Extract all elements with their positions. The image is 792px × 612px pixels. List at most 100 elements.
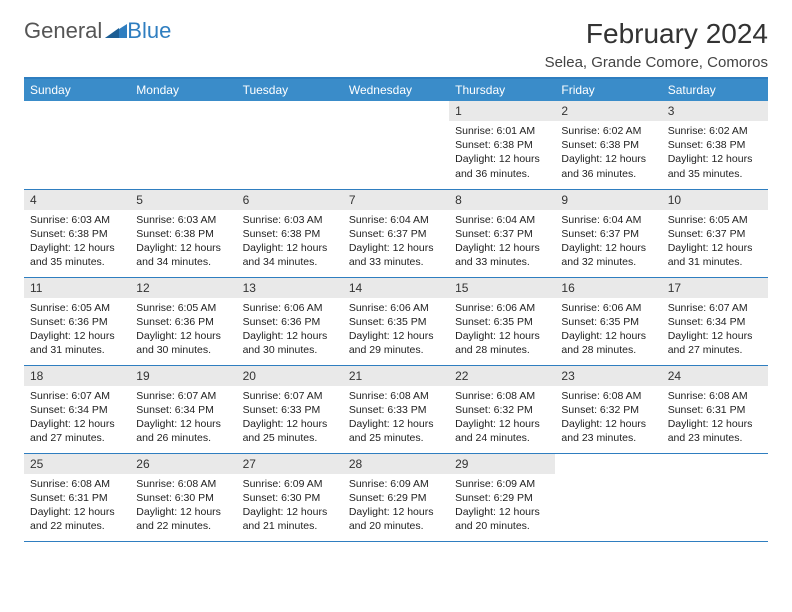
weekday-header: Sunday xyxy=(24,78,130,101)
day-details: Sunrise: 6:06 AMSunset: 6:35 PMDaylight:… xyxy=(449,298,555,361)
brand-part2: Blue xyxy=(127,18,171,44)
daylight-line: Daylight: 12 hours and 32 minutes. xyxy=(561,241,655,269)
sunrise-line: Sunrise: 6:03 AM xyxy=(30,213,124,227)
calendar-cell: 3Sunrise: 6:02 AMSunset: 6:38 PMDaylight… xyxy=(662,101,768,189)
daylight-line: Daylight: 12 hours and 23 minutes. xyxy=(561,417,655,445)
day-number: 28 xyxy=(343,454,449,474)
calendar-cell: 22Sunrise: 6:08 AMSunset: 6:32 PMDayligh… xyxy=(449,365,555,453)
calendar-cell: 29Sunrise: 6:09 AMSunset: 6:29 PMDayligh… xyxy=(449,453,555,541)
sunset-line: Sunset: 6:36 PM xyxy=(136,315,230,329)
sunset-line: Sunset: 6:37 PM xyxy=(561,227,655,241)
day-details: Sunrise: 6:05 AMSunset: 6:36 PMDaylight:… xyxy=(24,298,130,361)
day-number: 26 xyxy=(130,454,236,474)
sunrise-line: Sunrise: 6:05 AM xyxy=(136,301,230,315)
brand-part1: General xyxy=(24,18,102,44)
sunset-line: Sunset: 6:35 PM xyxy=(561,315,655,329)
sunset-line: Sunset: 6:38 PM xyxy=(243,227,337,241)
sunrise-line: Sunrise: 6:09 AM xyxy=(243,477,337,491)
calendar-cell: 28Sunrise: 6:09 AMSunset: 6:29 PMDayligh… xyxy=(343,453,449,541)
calendar-table: SundayMondayTuesdayWednesdayThursdayFrid… xyxy=(24,77,768,542)
day-details: Sunrise: 6:02 AMSunset: 6:38 PMDaylight:… xyxy=(662,121,768,184)
daylight-line: Daylight: 12 hours and 25 minutes. xyxy=(349,417,443,445)
day-details: Sunrise: 6:08 AMSunset: 6:32 PMDaylight:… xyxy=(555,386,661,449)
daylight-line: Daylight: 12 hours and 36 minutes. xyxy=(561,152,655,180)
day-number: 22 xyxy=(449,366,555,386)
day-details: Sunrise: 6:07 AMSunset: 6:34 PMDaylight:… xyxy=(662,298,768,361)
month-title: February 2024 xyxy=(545,18,768,50)
sunrise-line: Sunrise: 6:06 AM xyxy=(561,301,655,315)
day-details: Sunrise: 6:08 AMSunset: 6:31 PMDaylight:… xyxy=(24,474,130,537)
sunset-line: Sunset: 6:37 PM xyxy=(349,227,443,241)
calendar-cell: 25Sunrise: 6:08 AMSunset: 6:31 PMDayligh… xyxy=(24,453,130,541)
sunset-line: Sunset: 6:30 PM xyxy=(136,491,230,505)
sunrise-line: Sunrise: 6:02 AM xyxy=(561,124,655,138)
weekday-header: Friday xyxy=(555,78,661,101)
daylight-line: Daylight: 12 hours and 22 minutes. xyxy=(136,505,230,533)
calendar-cell: 11Sunrise: 6:05 AMSunset: 6:36 PMDayligh… xyxy=(24,277,130,365)
day-number: 2 xyxy=(555,101,661,121)
calendar-cell: 10Sunrise: 6:05 AMSunset: 6:37 PMDayligh… xyxy=(662,189,768,277)
calendar-cell: 18Sunrise: 6:07 AMSunset: 6:34 PMDayligh… xyxy=(24,365,130,453)
sunset-line: Sunset: 6:38 PM xyxy=(455,138,549,152)
calendar-cell: 13Sunrise: 6:06 AMSunset: 6:36 PMDayligh… xyxy=(237,277,343,365)
calendar-cell: 24Sunrise: 6:08 AMSunset: 6:31 PMDayligh… xyxy=(662,365,768,453)
sunset-line: Sunset: 6:29 PM xyxy=(349,491,443,505)
day-details: Sunrise: 6:03 AMSunset: 6:38 PMDaylight:… xyxy=(24,210,130,273)
sunset-line: Sunset: 6:30 PM xyxy=(243,491,337,505)
sunrise-line: Sunrise: 6:07 AM xyxy=(243,389,337,403)
day-number: 21 xyxy=(343,366,449,386)
sunset-line: Sunset: 6:36 PM xyxy=(243,315,337,329)
day-details: Sunrise: 6:03 AMSunset: 6:38 PMDaylight:… xyxy=(130,210,236,273)
brand-mark-icon xyxy=(105,18,127,44)
sunset-line: Sunset: 6:34 PM xyxy=(30,403,124,417)
sunset-line: Sunset: 6:31 PM xyxy=(30,491,124,505)
day-details: Sunrise: 6:08 AMSunset: 6:33 PMDaylight:… xyxy=(343,386,449,449)
calendar-cell xyxy=(343,101,449,189)
sunset-line: Sunset: 6:31 PM xyxy=(668,403,762,417)
day-number: 7 xyxy=(343,190,449,210)
daylight-line: Daylight: 12 hours and 33 minutes. xyxy=(455,241,549,269)
day-details: Sunrise: 6:04 AMSunset: 6:37 PMDaylight:… xyxy=(343,210,449,273)
calendar-cell: 12Sunrise: 6:05 AMSunset: 6:36 PMDayligh… xyxy=(130,277,236,365)
calendar-cell xyxy=(237,101,343,189)
sunset-line: Sunset: 6:32 PM xyxy=(561,403,655,417)
sunrise-line: Sunrise: 6:06 AM xyxy=(455,301,549,315)
day-number: 11 xyxy=(24,278,130,298)
day-number: 10 xyxy=(662,190,768,210)
weekday-header: Wednesday xyxy=(343,78,449,101)
daylight-line: Daylight: 12 hours and 22 minutes. xyxy=(30,505,124,533)
day-number: 24 xyxy=(662,366,768,386)
day-number: 1 xyxy=(449,101,555,121)
weekday-header: Saturday xyxy=(662,78,768,101)
day-number: 8 xyxy=(449,190,555,210)
sunrise-line: Sunrise: 6:06 AM xyxy=(243,301,337,315)
calendar-cell xyxy=(555,453,661,541)
day-number: 4 xyxy=(24,190,130,210)
calendar-cell: 1Sunrise: 6:01 AMSunset: 6:38 PMDaylight… xyxy=(449,101,555,189)
day-details: Sunrise: 6:06 AMSunset: 6:35 PMDaylight:… xyxy=(343,298,449,361)
sunset-line: Sunset: 6:35 PM xyxy=(455,315,549,329)
sunset-line: Sunset: 6:38 PM xyxy=(668,138,762,152)
weekday-header: Tuesday xyxy=(237,78,343,101)
sunset-line: Sunset: 6:36 PM xyxy=(30,315,124,329)
sunrise-line: Sunrise: 6:08 AM xyxy=(455,389,549,403)
calendar-cell: 26Sunrise: 6:08 AMSunset: 6:30 PMDayligh… xyxy=(130,453,236,541)
sunrise-line: Sunrise: 6:07 AM xyxy=(136,389,230,403)
daylight-line: Daylight: 12 hours and 36 minutes. xyxy=(455,152,549,180)
daylight-line: Daylight: 12 hours and 24 minutes. xyxy=(455,417,549,445)
day-number: 19 xyxy=(130,366,236,386)
sunrise-line: Sunrise: 6:03 AM xyxy=(243,213,337,227)
day-details: Sunrise: 6:02 AMSunset: 6:38 PMDaylight:… xyxy=(555,121,661,184)
weekday-header: Monday xyxy=(130,78,236,101)
sunrise-line: Sunrise: 6:02 AM xyxy=(668,124,762,138)
calendar-cell: 14Sunrise: 6:06 AMSunset: 6:35 PMDayligh… xyxy=(343,277,449,365)
title-block: February 2024 Selea, Grande Comore, Como… xyxy=(545,18,768,71)
day-details: Sunrise: 6:09 AMSunset: 6:29 PMDaylight:… xyxy=(343,474,449,537)
calendar-cell xyxy=(130,101,236,189)
daylight-line: Daylight: 12 hours and 27 minutes. xyxy=(30,417,124,445)
daylight-line: Daylight: 12 hours and 34 minutes. xyxy=(136,241,230,269)
weekday-header: Thursday xyxy=(449,78,555,101)
day-details: Sunrise: 6:01 AMSunset: 6:38 PMDaylight:… xyxy=(449,121,555,184)
calendar-cell: 27Sunrise: 6:09 AMSunset: 6:30 PMDayligh… xyxy=(237,453,343,541)
day-details: Sunrise: 6:08 AMSunset: 6:32 PMDaylight:… xyxy=(449,386,555,449)
